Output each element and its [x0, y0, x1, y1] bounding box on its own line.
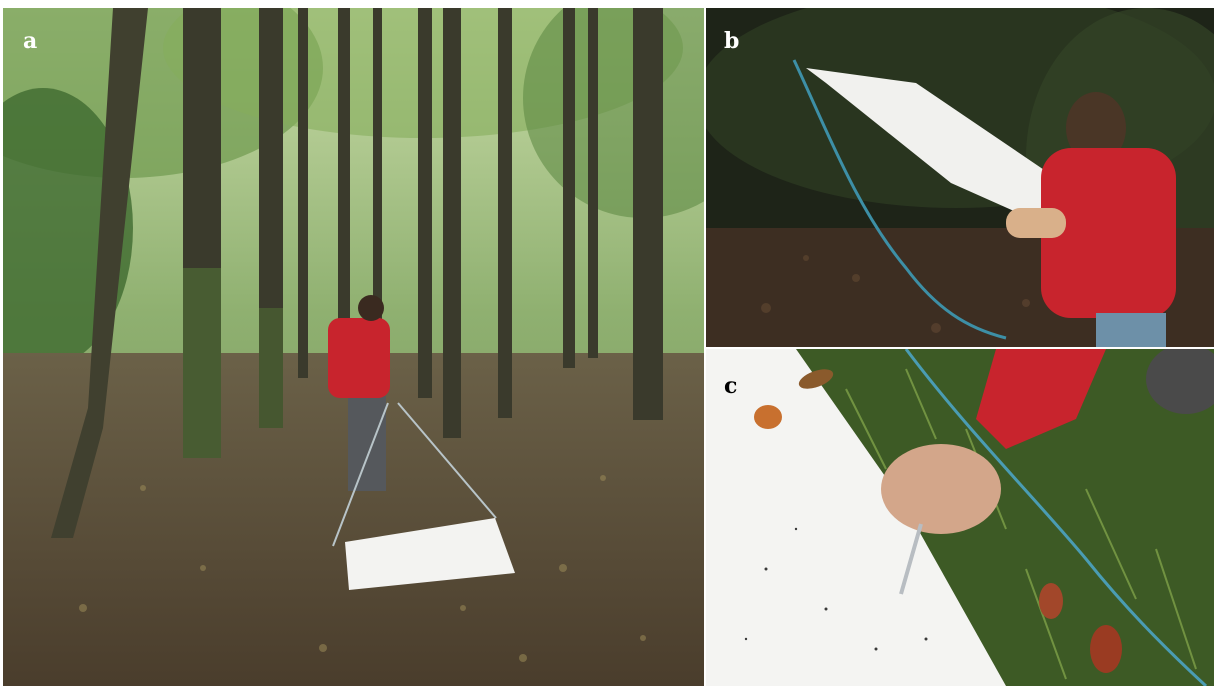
panel-label-c: c [724, 373, 738, 399]
panel-a-forest-drag-photo: a [3, 8, 704, 686]
panel-label-b: b [724, 28, 740, 54]
panel-label-a: a [23, 28, 38, 54]
forest-drag-photo-illustration [3, 8, 704, 686]
panel-c-cloth-closeup-photo: c [706, 349, 1214, 686]
flag-photo-illustration [706, 8, 1214, 347]
cloth-closeup-photo-illustration [706, 349, 1214, 686]
panel-b-flag-photo: b [706, 8, 1214, 347]
